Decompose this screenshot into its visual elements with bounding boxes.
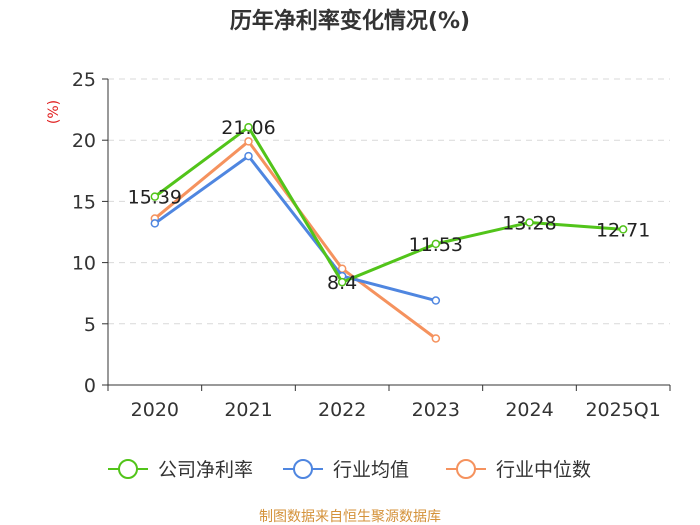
data-point xyxy=(244,122,253,132)
source-note: 制图数据来自恒生聚源数据库 xyxy=(259,509,441,525)
data-point xyxy=(244,137,253,146)
series-line xyxy=(153,125,625,284)
y-axis-unit: (%) xyxy=(46,100,62,124)
x-tick-label: 2020 xyxy=(131,399,179,421)
data-point xyxy=(337,277,347,287)
series-line xyxy=(153,154,438,303)
data-label: 12.71 xyxy=(596,219,650,241)
legend-label: 行业均值 xyxy=(333,459,409,481)
data-point xyxy=(431,296,441,305)
x-tick-label: 2025Q1 xyxy=(585,399,660,421)
legend-item[interactable]: 行业中位数 xyxy=(446,459,591,481)
data-label: 15.39 xyxy=(128,187,182,209)
x-tick-label: 2024 xyxy=(505,399,553,421)
legend-marker xyxy=(293,459,313,479)
y-tick-label: 15 xyxy=(72,191,96,213)
legend-marker xyxy=(118,459,138,479)
data-point xyxy=(150,192,160,201)
legend-label: 公司净利率 xyxy=(158,459,253,481)
data-point xyxy=(244,151,253,161)
chart-title: 历年净利率变化情况(%) xyxy=(230,8,470,34)
y-tick-label: 20 xyxy=(72,130,96,152)
legend-label: 行业中位数 xyxy=(496,459,591,481)
y-tick-label: 0 xyxy=(84,375,96,397)
data-label: 8.4 xyxy=(327,272,357,294)
legend-marker xyxy=(456,459,476,479)
x-tick-label: 2021 xyxy=(224,399,272,421)
data-label: 13.28 xyxy=(502,212,556,234)
data-point xyxy=(618,225,628,234)
x-tick-label: 2022 xyxy=(318,399,366,421)
y-tick-label: 25 xyxy=(72,69,96,91)
series-layer xyxy=(150,122,628,343)
data-labels: 15.39 21.06 8.4 11.53 13.28 12.71 xyxy=(128,117,651,294)
data-point xyxy=(431,239,441,249)
data-point xyxy=(150,219,160,228)
data-point xyxy=(525,218,534,227)
data-label: 21.06 xyxy=(221,117,275,139)
legend-item[interactable]: 行业均值 xyxy=(283,459,409,481)
x-tick-label: 2023 xyxy=(412,399,460,421)
y-tick-label: 10 xyxy=(72,253,96,275)
data-label: 11.53 xyxy=(409,234,463,256)
y-tick-label: 5 xyxy=(84,314,96,336)
legend-item[interactable]: 公司净利率 xyxy=(108,459,253,481)
series-line xyxy=(153,139,438,340)
axes: 0 5 10 15 20 25 2020 2021 2022 2023 2024 2025Q1 xyxy=(72,69,671,421)
legend[interactable]: 公司净利率 行业均值 行业中位数 xyxy=(108,459,591,481)
data-point xyxy=(431,334,441,343)
